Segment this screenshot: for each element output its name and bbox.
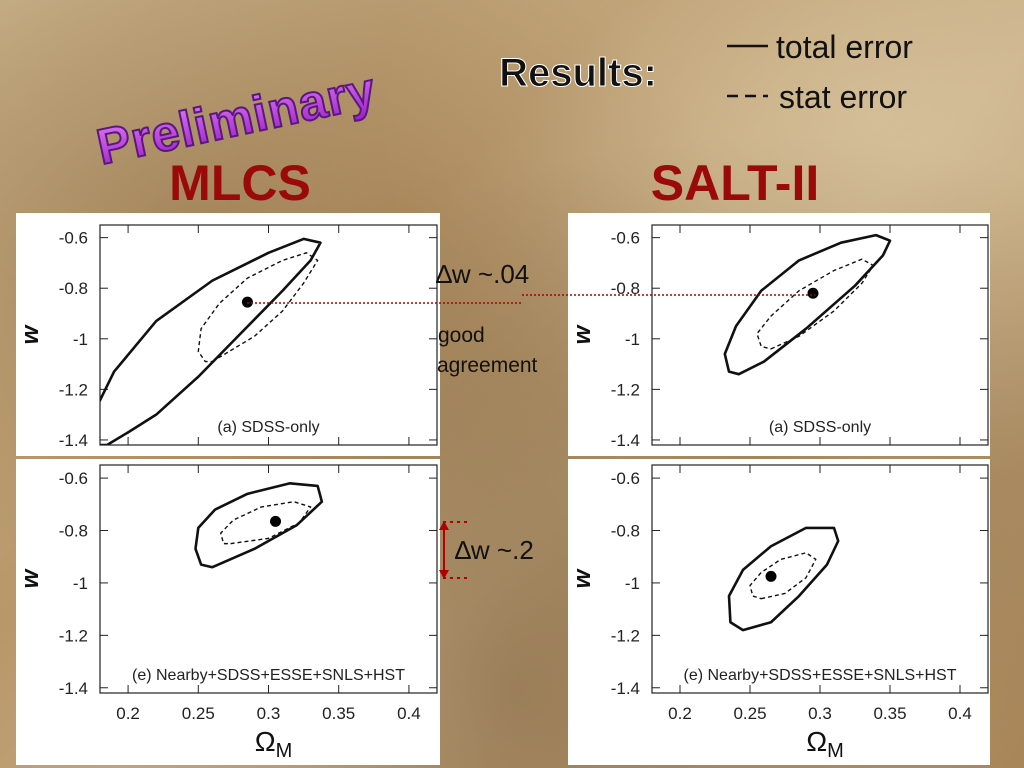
y-tick-label: -1 — [73, 574, 88, 593]
y-tick-label: -1.4 — [59, 431, 88, 450]
y-axis-label: w — [569, 568, 596, 588]
stat-error-contour — [197, 252, 319, 363]
x-axis-label: ΩM — [255, 726, 293, 762]
total-error-contour — [727, 526, 840, 632]
panel-background — [568, 213, 990, 456]
y-tick-label: -1.2 — [59, 626, 88, 645]
panel-mlcs-bottom: -0.6 -0.8 -1 -1.2 -1.4 0.2 0.25 0.3 0.35 0.4 w ΩM (e… — [16, 459, 440, 765]
x-tick-label: 0.35 — [873, 704, 906, 723]
y-tick-label: -1.2 — [611, 380, 640, 399]
total-error-contour — [100, 237, 322, 445]
best-fit-point — [807, 287, 819, 299]
y-tick-label: -0.8 — [59, 522, 88, 541]
x-tick-label: 0.35 — [322, 704, 355, 723]
y-tick-label: -0.6 — [59, 469, 88, 488]
stat-error-contour — [756, 258, 874, 350]
y-tick-label: -0.8 — [611, 522, 640, 541]
plot-frame — [99, 224, 438, 446]
x-tick-label: 0.25 — [182, 704, 215, 723]
column-title-salt: SALT-II — [651, 155, 820, 211]
y-tick-label: -0.6 — [611, 229, 640, 248]
delta-w-bracket — [439, 521, 470, 579]
panel-label: (a) SDSS-only — [217, 419, 319, 436]
y-tick-label: -1.4 — [611, 679, 640, 698]
panel-mlcs-top: -0.6 -0.8 -1 -1.2 -1.4 w (a) SDSS-only — [16, 213, 440, 456]
legend-stat-label: stat error — [779, 79, 907, 115]
panel-background — [16, 213, 440, 456]
y-tick-label: -1 — [625, 330, 640, 349]
x-tick-label: 0.4 — [397, 704, 421, 723]
x-tick-label: 0.25 — [733, 704, 766, 723]
plot-frame — [651, 224, 989, 446]
x-tick-label: 0.4 — [948, 704, 972, 723]
panel-salt-top: -0.6 -0.8 -1 -1.2 -1.4 w (a) SDSS-only — [568, 213, 990, 456]
y-tick-label: -0.6 — [59, 229, 88, 248]
y-axis-label: w — [17, 568, 44, 588]
legend-total-label: total error — [776, 29, 913, 65]
y-tick-label: -1.2 — [59, 380, 88, 399]
y-tick-label: -1.4 — [59, 679, 88, 698]
plot-frame — [651, 464, 989, 694]
panel-label: (a) SDSS-only — [769, 419, 871, 436]
delta-w-top-annotation: ∆w ~.04 — [436, 259, 529, 289]
best-fit-point — [765, 570, 777, 582]
total-error-contour — [723, 233, 892, 376]
panel-salt-bottom: -0.6 -0.8 -1 -1.2 -1.4 0.2 0.25 0.3 0.35 0.4 w ΩM (e… — [568, 459, 990, 765]
y-axis-label: w — [569, 324, 596, 344]
slide-title: Results: — [499, 51, 657, 95]
panel-background — [16, 459, 440, 765]
y-tick-label: -0.8 — [59, 279, 88, 298]
legend: total error stat error — [727, 29, 913, 115]
x-tick-label: 0.2 — [668, 704, 692, 723]
x-tick-label: 0.3 — [808, 704, 832, 723]
plot-frame — [99, 464, 438, 694]
y-tick-label: -1 — [73, 330, 88, 349]
y-tick-label: -1 — [625, 574, 640, 593]
panel-background — [568, 459, 990, 765]
total-error-contour — [194, 482, 324, 569]
x-tick-label: 0.2 — [116, 704, 140, 723]
best-fit-point — [270, 515, 282, 527]
stat-error-contour — [220, 500, 312, 545]
panel-label: (e) Nearby+SDSS+ESSE+SNLS+HST — [132, 667, 405, 684]
x-axis-label: ΩM — [806, 726, 844, 762]
delta-w-bottom-annotation: ∆w ~.2 — [455, 535, 534, 565]
good-label: good — [438, 324, 485, 347]
y-tick-label: -1.4 — [611, 431, 640, 450]
panel-label: (e) Nearby+SDSS+ESSE+SNLS+HST — [683, 667, 956, 684]
stat-error-contour — [749, 552, 817, 600]
y-tick-label: -1.2 — [611, 626, 640, 645]
agreement-label: agreement — [437, 354, 538, 377]
y-tick-label: -0.8 — [611, 279, 640, 298]
best-fit-point — [241, 296, 253, 308]
y-tick-label: -0.6 — [611, 469, 640, 488]
y-axis-label: w — [17, 324, 44, 344]
x-tick-label: 0.3 — [257, 704, 281, 723]
column-title-mlcs: MLCS — [169, 155, 311, 211]
